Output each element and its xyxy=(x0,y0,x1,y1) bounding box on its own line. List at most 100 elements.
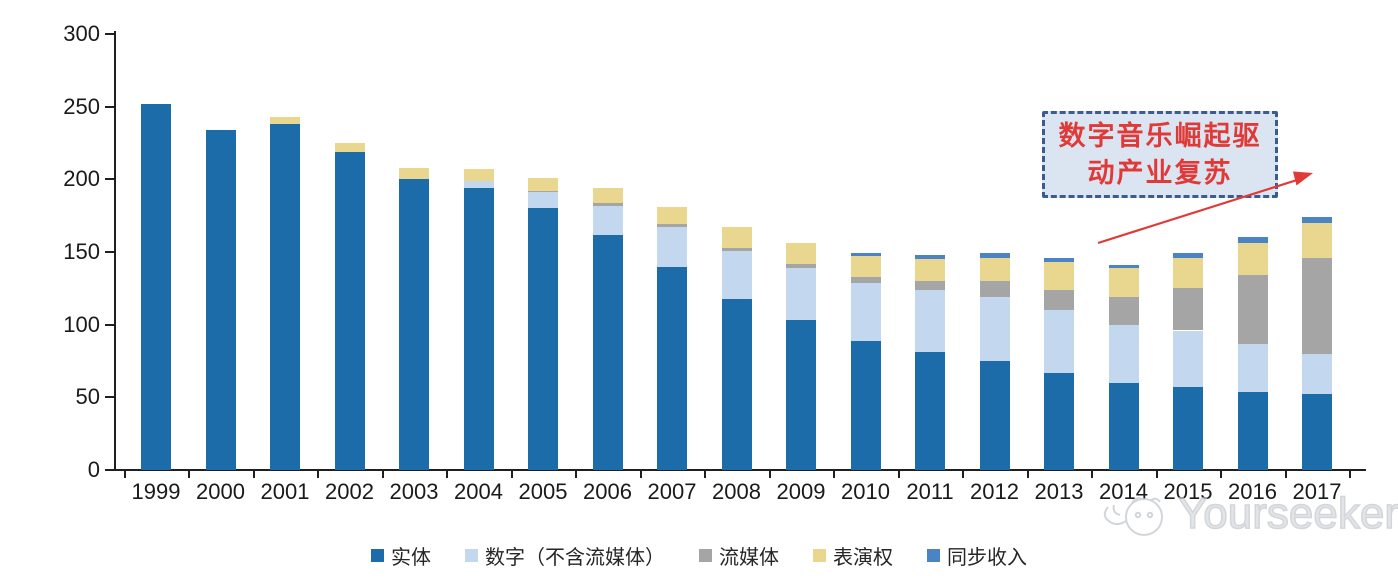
bar-segment xyxy=(1302,257,1332,354)
bar-segment xyxy=(399,179,429,470)
yourseeker-logo-icon xyxy=(1103,497,1163,536)
x-axis-tick xyxy=(123,471,126,478)
bar-segment xyxy=(657,224,687,228)
x-axis-tick xyxy=(833,471,836,478)
watermark: Yourseeker xyxy=(1098,489,1398,539)
bar-2004 xyxy=(463,169,494,470)
y-axis-tick xyxy=(105,469,114,471)
bar-2013 xyxy=(1044,257,1074,470)
bar-segment xyxy=(399,167,429,180)
bar-segment xyxy=(1302,353,1332,395)
bar-2017 xyxy=(1302,217,1332,470)
x-axis-label: 2001 xyxy=(260,479,310,504)
bar-segment xyxy=(1108,297,1139,325)
x-axis-tick xyxy=(962,471,965,478)
x-axis-label: 2015 xyxy=(1163,479,1213,504)
x-axis-label: 2003 xyxy=(389,479,439,504)
bar-segment xyxy=(850,253,881,257)
y-axis-label: 0 xyxy=(87,457,100,482)
x-axis-label: 2011 xyxy=(906,479,954,504)
x-axis-label: 1999 xyxy=(131,479,181,504)
bar-1999 xyxy=(141,103,171,470)
x-axis-label: 2013 xyxy=(1034,479,1084,504)
annotation-callout: 数字音乐崛起驱 动产业复苏 xyxy=(1042,111,1278,198)
legend-label: 表演权 xyxy=(833,547,893,569)
x-axis-tick xyxy=(446,471,449,478)
bar-2008 xyxy=(721,227,752,470)
bar-segment xyxy=(657,206,687,225)
watermark-text: Yourseeker xyxy=(1177,489,1398,539)
x-axis-tick xyxy=(1155,471,1158,478)
y-axis-label: 100 xyxy=(63,311,100,337)
x-axis-label: 2012 xyxy=(970,479,1019,504)
bar-segment xyxy=(1173,257,1203,289)
bar-segment xyxy=(528,177,558,191)
bar-2010 xyxy=(850,253,881,470)
x-axis-label: 2004 xyxy=(454,479,503,504)
bar-segment xyxy=(1237,343,1268,392)
x-axis-tick xyxy=(897,471,900,478)
y-axis-label: 150 xyxy=(63,239,100,264)
bar-segment xyxy=(334,143,365,152)
bar-segment xyxy=(657,227,687,267)
x-axis-tick xyxy=(575,471,578,478)
x-axis-label: 2000 xyxy=(196,479,245,504)
bar-segment xyxy=(1108,382,1139,470)
x-axis-tick xyxy=(768,471,771,478)
bar-segment xyxy=(850,340,881,470)
bar-segment xyxy=(1237,391,1268,470)
y-axis-label: 250 xyxy=(63,93,100,119)
x-axis-label: 2006 xyxy=(583,479,632,504)
bar-2011 xyxy=(915,254,945,470)
bar-segment xyxy=(1044,289,1074,311)
x-axis-tick xyxy=(1091,471,1094,478)
bar-segment xyxy=(786,243,816,264)
x-axis-tick xyxy=(317,471,320,478)
bar-segment xyxy=(205,129,236,470)
legend-item: 同步收入 xyxy=(927,541,1027,570)
y-axis-tick xyxy=(105,323,114,326)
bar-segment xyxy=(1173,253,1203,258)
x-axis-label: 2017 xyxy=(1292,479,1342,504)
bar-2015 xyxy=(1173,253,1203,470)
legend-swatch-icon xyxy=(699,549,712,562)
bar-segment xyxy=(1173,387,1203,470)
bar-segment xyxy=(786,320,816,470)
bar-2005 xyxy=(528,177,558,470)
bar-segment xyxy=(1044,372,1074,470)
bar-segment xyxy=(979,297,1010,361)
bar-2009 xyxy=(786,243,816,470)
bar-segment xyxy=(657,266,687,470)
legend-swatch-icon xyxy=(465,549,478,562)
annotation-text-line1: 数字音乐崛起驱 xyxy=(1058,120,1262,151)
x-axis-tick xyxy=(1220,471,1223,478)
legend-item: 流媒体 xyxy=(699,541,779,570)
bar-segment xyxy=(1108,265,1139,268)
x-axis-tick xyxy=(1284,471,1287,478)
bar-segment xyxy=(463,169,494,181)
bar-segment xyxy=(915,259,945,282)
bar-segment xyxy=(915,352,945,470)
legend-item: 实体 xyxy=(371,541,431,570)
bar-2000 xyxy=(205,129,236,470)
x-axis-label: 2010 xyxy=(841,479,890,504)
bar-segment xyxy=(1108,324,1139,383)
bar-segment xyxy=(463,188,494,470)
bar-segment xyxy=(141,103,171,470)
bar-2012 xyxy=(979,253,1010,470)
bar-segment xyxy=(915,281,945,290)
legend-item: 表演权 xyxy=(813,541,893,570)
annotation-text-line2: 动产业复苏 xyxy=(1087,157,1233,188)
legend-swatch-icon xyxy=(927,549,940,562)
x-axis-tick xyxy=(1026,471,1029,478)
bar-segment xyxy=(1302,222,1332,258)
bar-segment xyxy=(721,250,752,299)
bar-segment xyxy=(979,253,1010,258)
bar-segment xyxy=(1237,237,1268,244)
bar-segment xyxy=(1173,288,1203,331)
y-axis-tick xyxy=(105,178,114,181)
x-axis-tick xyxy=(1349,471,1352,478)
bar-segment xyxy=(721,247,752,251)
bar-segment xyxy=(592,205,623,235)
bar-segment xyxy=(1044,257,1074,263)
